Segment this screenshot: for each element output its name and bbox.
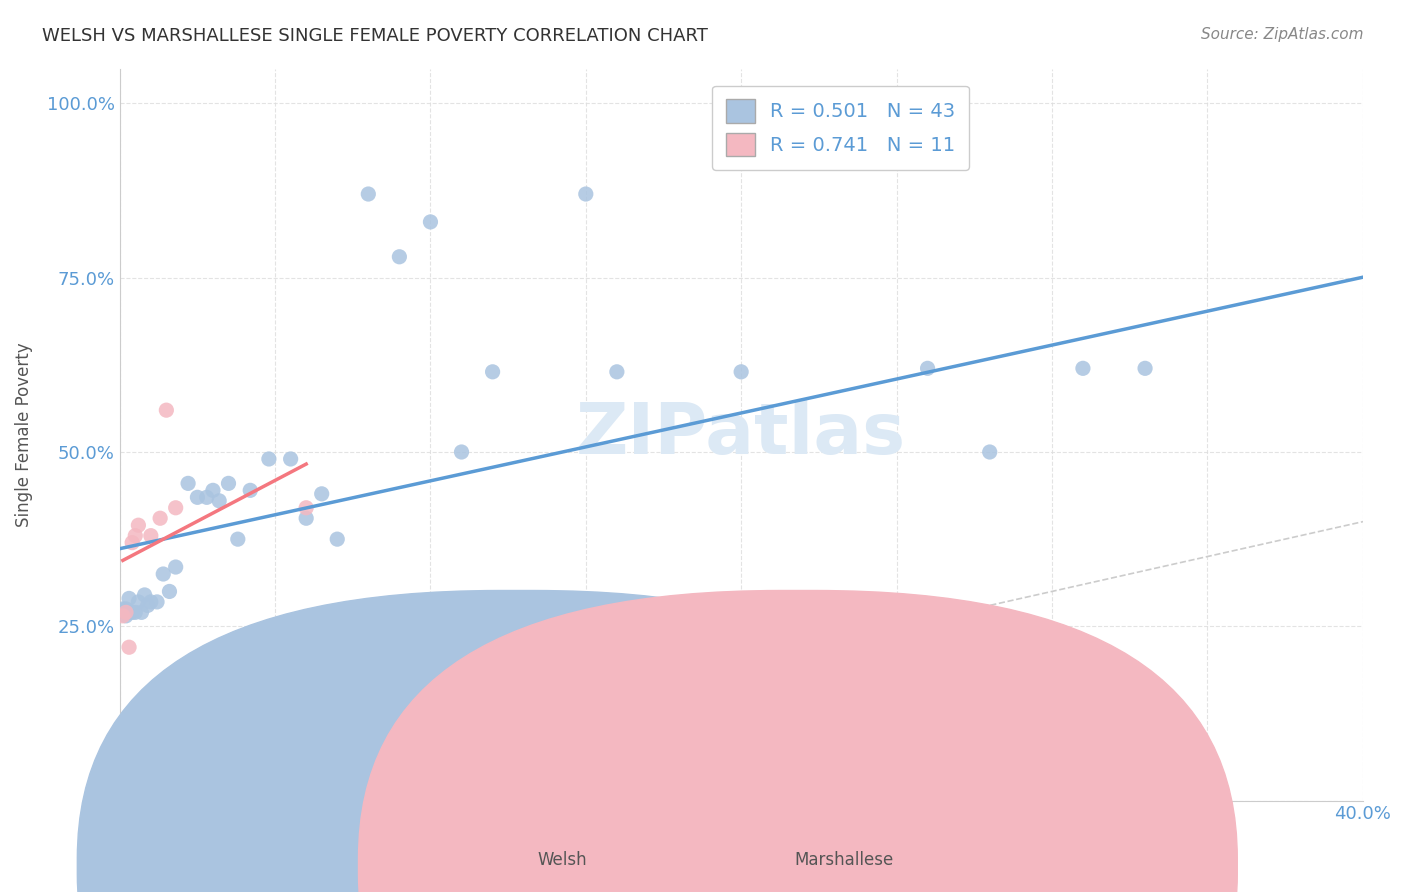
Point bbox=[979, 445, 1001, 459]
Point bbox=[131, 606, 153, 620]
Point bbox=[357, 187, 380, 202]
Point bbox=[115, 602, 138, 616]
Point bbox=[165, 500, 187, 515]
Point bbox=[115, 606, 138, 620]
Point bbox=[326, 532, 349, 546]
Point bbox=[606, 365, 628, 379]
Y-axis label: Single Female Poverty: Single Female Poverty bbox=[15, 343, 32, 527]
Point bbox=[118, 606, 141, 620]
Text: ZIPatlas: ZIPatlas bbox=[576, 401, 907, 469]
Point bbox=[149, 511, 172, 525]
Point bbox=[419, 215, 441, 229]
Point bbox=[295, 511, 318, 525]
Point bbox=[177, 476, 200, 491]
Point bbox=[155, 403, 177, 417]
Point bbox=[195, 491, 218, 505]
Point bbox=[159, 584, 181, 599]
Point bbox=[111, 602, 134, 616]
Text: Welsh: Welsh bbox=[537, 851, 588, 869]
Text: Marshallese: Marshallese bbox=[794, 851, 893, 869]
Point bbox=[118, 591, 141, 606]
Point bbox=[544, 665, 567, 679]
Text: WELSH VS MARSHALLESE SINGLE FEMALE POVERTY CORRELATION CHART: WELSH VS MARSHALLESE SINGLE FEMALE POVER… bbox=[42, 27, 709, 45]
Point bbox=[165, 560, 187, 574]
Point bbox=[218, 476, 240, 491]
Point bbox=[121, 535, 143, 549]
Point bbox=[280, 452, 302, 467]
Point bbox=[311, 487, 333, 501]
Point bbox=[208, 493, 231, 508]
Point bbox=[855, 654, 877, 668]
Point bbox=[127, 595, 149, 609]
Point bbox=[917, 361, 939, 376]
Point bbox=[226, 532, 249, 546]
Point bbox=[115, 608, 138, 623]
Point bbox=[257, 452, 280, 467]
Point bbox=[388, 250, 411, 264]
Point bbox=[239, 483, 262, 498]
Point bbox=[575, 187, 598, 202]
Legend: R = 0.501   N = 43, R = 0.741   N = 11: R = 0.501 N = 43, R = 0.741 N = 11 bbox=[711, 86, 969, 170]
Point bbox=[152, 567, 174, 582]
Point bbox=[136, 599, 159, 613]
Point bbox=[481, 365, 503, 379]
Point bbox=[139, 595, 162, 609]
Point bbox=[134, 588, 156, 602]
Text: Source: ZipAtlas.com: Source: ZipAtlas.com bbox=[1201, 27, 1364, 42]
Point bbox=[111, 608, 134, 623]
Point bbox=[450, 445, 472, 459]
Point bbox=[127, 518, 149, 533]
Point bbox=[139, 529, 162, 543]
Point bbox=[1133, 361, 1156, 376]
Point bbox=[1071, 361, 1094, 376]
Point bbox=[295, 500, 318, 515]
Point bbox=[121, 606, 143, 620]
Point bbox=[124, 529, 146, 543]
Point bbox=[146, 595, 169, 609]
Point bbox=[730, 365, 752, 379]
Point bbox=[118, 640, 141, 655]
Point bbox=[186, 491, 208, 505]
Point bbox=[201, 483, 224, 498]
Point bbox=[124, 606, 146, 620]
